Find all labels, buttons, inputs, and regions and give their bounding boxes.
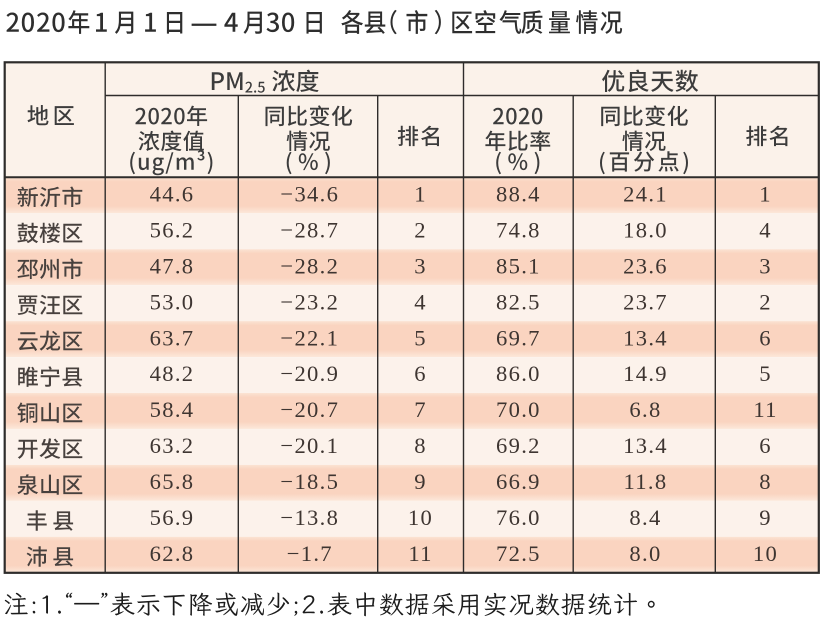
svg-text:3: 3	[759, 253, 772, 278]
svg-text:−23.2: −23.2	[280, 289, 339, 314]
svg-text:−28.7: −28.7	[280, 217, 339, 242]
svg-text:69.7: 69.7	[496, 325, 541, 350]
svg-text:23.7: 23.7	[623, 289, 668, 314]
svg-text:−13.8: −13.8	[280, 505, 339, 530]
svg-text:66.9: 66.9	[496, 469, 541, 494]
svg-text:56.2: 56.2	[150, 217, 195, 242]
svg-text:18.0: 18.0	[623, 217, 668, 242]
svg-text:5: 5	[759, 361, 772, 386]
svg-text:11.8: 11.8	[624, 469, 668, 494]
svg-text:23.6: 23.6	[623, 253, 668, 278]
svg-text:3: 3	[414, 253, 427, 278]
svg-text:−18.5: −18.5	[280, 469, 339, 494]
svg-text:13.4: 13.4	[623, 433, 668, 458]
svg-text:−22.1: −22.1	[280, 325, 339, 350]
svg-text:6: 6	[759, 433, 772, 458]
svg-text:−34.6: −34.6	[280, 182, 339, 207]
svg-text:−20.7: −20.7	[280, 397, 339, 422]
svg-text:10: 10	[753, 541, 778, 566]
svg-text:65.8: 65.8	[150, 469, 195, 494]
svg-text:53.0: 53.0	[150, 289, 195, 314]
svg-text:7: 7	[414, 397, 427, 422]
svg-text:−20.1: −20.1	[280, 433, 339, 458]
svg-text:76.0: 76.0	[496, 505, 541, 530]
svg-text:69.2: 69.2	[496, 433, 541, 458]
svg-text:85.1: 85.1	[496, 253, 541, 278]
svg-text:−1.7: −1.7	[287, 541, 333, 566]
svg-text:1: 1	[414, 182, 427, 207]
svg-text:70.0: 70.0	[496, 397, 541, 422]
svg-text:6: 6	[759, 325, 772, 350]
svg-text:62.8: 62.8	[150, 541, 195, 566]
svg-text:9: 9	[414, 469, 427, 494]
svg-text:−20.9: −20.9	[280, 361, 339, 386]
svg-text:14.9: 14.9	[623, 361, 668, 386]
svg-text:44.6: 44.6	[150, 182, 195, 207]
svg-text:9: 9	[759, 505, 772, 530]
svg-text:−28.2: −28.2	[280, 253, 339, 278]
svg-text:13.4: 13.4	[623, 325, 668, 350]
svg-text:72.5: 72.5	[496, 541, 541, 566]
svg-text:6: 6	[414, 361, 427, 386]
svg-text:11: 11	[408, 541, 432, 566]
svg-text:2: 2	[759, 289, 772, 314]
svg-text:8.0: 8.0	[629, 541, 661, 566]
svg-text:48.2: 48.2	[150, 361, 195, 386]
svg-text:11: 11	[753, 397, 777, 422]
svg-text:10: 10	[408, 505, 433, 530]
svg-text:56.9: 56.9	[150, 505, 195, 530]
svg-text:8: 8	[414, 433, 427, 458]
svg-text:8: 8	[759, 469, 772, 494]
svg-text:2: 2	[414, 217, 427, 242]
svg-text:58.4: 58.4	[150, 397, 195, 422]
svg-text:74.8: 74.8	[496, 217, 541, 242]
svg-text:47.8: 47.8	[150, 253, 195, 278]
svg-text:6.8: 6.8	[629, 397, 661, 422]
svg-text:5: 5	[414, 325, 427, 350]
svg-text:24.1: 24.1	[623, 182, 668, 207]
svg-text:88.4: 88.4	[496, 182, 541, 207]
svg-text:1: 1	[759, 182, 772, 207]
svg-text:86.0: 86.0	[496, 361, 541, 386]
svg-text:4: 4	[414, 289, 427, 314]
svg-text:8.4: 8.4	[629, 505, 661, 530]
svg-text:82.5: 82.5	[496, 289, 541, 314]
svg-text:4: 4	[759, 217, 772, 242]
svg-text:63.2: 63.2	[150, 433, 195, 458]
svg-text:63.7: 63.7	[150, 325, 195, 350]
